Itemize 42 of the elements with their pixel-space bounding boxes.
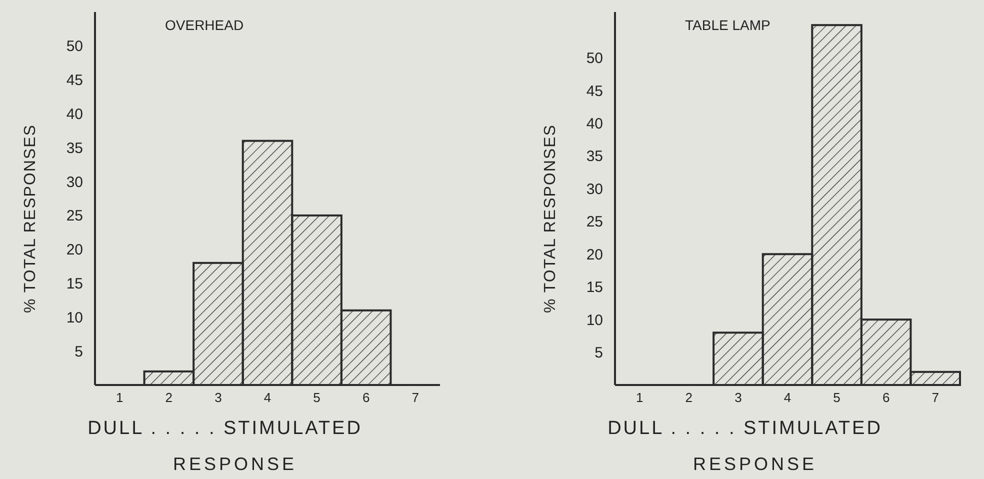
y-tick-label: 20 [586,246,603,264]
x-tick-label: 3 [214,390,222,405]
x-tick-label: 6 [882,390,890,405]
y-axis-title: % TOTAL RESPONSES [542,124,559,313]
chart-title: OVERHEAD [165,17,244,33]
x-tick-label: 2 [165,390,173,405]
y-tick-label: 10 [586,312,603,329]
y-axis-title: % TOTAL RESPONSES [22,124,39,313]
text: DULL . . . . . STIMULATED [88,418,362,439]
y-tick-label: 30 [66,174,83,191]
y-tick-label: 15 [66,276,83,293]
y-tick-label: 50 [586,50,603,68]
y-tick-label: 45 [586,82,603,100]
x-tick-label: 5 [833,390,840,405]
x-axis-title: RESPONSE [172,454,298,474]
x-tick-label: 4 [784,390,792,405]
x-tick-label: 6 [362,390,370,405]
chart-title: TABLE LAMP [685,17,770,33]
x-tick-label: 7 [932,390,939,405]
y-tick-label: 25 [586,214,603,231]
y-tick-label: 45 [66,72,83,90]
text: DULL . . . . . STIMULATED [608,418,882,439]
y-tick-label: 35 [66,140,83,157]
y-tick-label: 30 [586,180,603,198]
y-tick-label: 35 [586,148,603,166]
x-tick-label: 2 [685,390,693,405]
x-tick-label: 1 [116,390,124,405]
x-tick-label: 3 [734,390,742,405]
x-tick-label: 1 [636,390,644,405]
y-tick-label: 5 [74,343,83,360]
y-tick-label: 15 [586,279,603,296]
y-tick-label: 5 [594,344,603,362]
y-tick-label: 40 [66,106,83,123]
y-tick-label: 25 [66,208,83,225]
y-tick-label: 20 [66,242,83,259]
x-tick-label: 5 [313,390,320,405]
x-tick-label: 7 [412,390,419,405]
x-axis-title: RESPONSE [692,454,818,474]
y-tick-label: 40 [586,115,603,132]
y-tick-label: 10 [66,309,83,326]
x-tick-label: 4 [264,390,272,405]
y-tick-label: 50 [66,38,83,56]
